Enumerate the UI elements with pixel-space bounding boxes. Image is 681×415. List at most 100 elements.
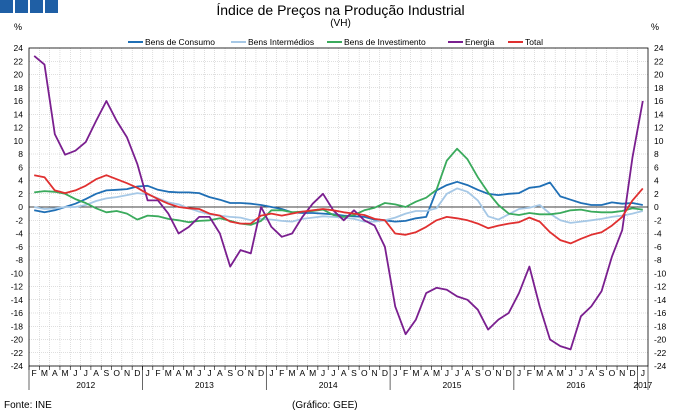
brand-block: [30, 0, 43, 13]
y-tick-label-left: -4: [15, 229, 23, 239]
y-tick-label-right: 10: [654, 136, 664, 146]
x-tick-label: A: [423, 368, 429, 378]
series-line-total: [34, 174, 644, 245]
y-tick-label-left: 0: [18, 202, 23, 212]
legend-label: Total: [525, 37, 543, 47]
x-tick-label: J: [331, 368, 335, 378]
x-tick-label: N: [495, 368, 501, 378]
y-tick-label-right: -2: [654, 215, 662, 225]
legend-label: Bens Intermédios: [248, 37, 314, 47]
y-tick-label-left: 12: [14, 123, 24, 133]
x-tick-label: S: [351, 368, 357, 378]
y-tick-label-left: 2: [18, 189, 23, 199]
x-tick-label: F: [279, 368, 284, 378]
x-tick-label: D: [382, 368, 388, 378]
y-tick-label-left: 24: [14, 43, 24, 53]
y-tick-label-left: -22: [11, 348, 24, 358]
x-tick-label: M: [41, 368, 48, 378]
y-tick-label-left: -2: [15, 215, 23, 225]
chart-credit: (Gráfico: GEE): [292, 400, 358, 411]
x-tick-label: M: [165, 368, 172, 378]
series-lines: [33, 55, 644, 351]
y-tick-label-left: -20: [11, 335, 24, 345]
chart-title: Índice de Preços na Produção Industrial: [216, 2, 465, 18]
year-label: 2017: [633, 380, 652, 390]
y-tick-label-right: 12: [654, 123, 664, 133]
y-tick-label-right: 20: [654, 70, 664, 80]
y-tick-label-right: -8: [654, 255, 662, 265]
y-tick-label-right: -10: [654, 268, 667, 278]
x-tick-label: M: [557, 368, 564, 378]
x-tick-label: S: [104, 368, 110, 378]
x-tick-label: A: [52, 368, 58, 378]
x-tick-label: A: [93, 368, 99, 378]
x-tick-label: D: [258, 368, 264, 378]
x-tick-label: M: [309, 368, 316, 378]
x-tick-label: J: [73, 368, 77, 378]
x-tick-label: F: [155, 368, 160, 378]
x-tick-label: N: [619, 368, 625, 378]
x-tick-label: J: [445, 368, 449, 378]
y-tick-label-right: -4: [654, 229, 662, 239]
x-tick-label: D: [134, 368, 140, 378]
x-tick-label: M: [289, 368, 296, 378]
x-tick-label: O: [485, 368, 492, 378]
year-label: 2016: [566, 380, 585, 390]
y-tick-label-right: -16: [654, 308, 667, 318]
x-tick-label: J: [321, 368, 325, 378]
y-tick-label-left: 4: [18, 176, 23, 186]
x-tick-label: N: [248, 368, 254, 378]
y-tick-label-right: -22: [654, 348, 667, 358]
brand-block: [15, 0, 28, 13]
y-tick-label-left: 18: [14, 83, 24, 93]
y-tick-label-left: -16: [11, 308, 24, 318]
year-label: 2012: [76, 380, 95, 390]
y-tick-label-left: -6: [15, 242, 23, 252]
x-tick-label: J: [197, 368, 201, 378]
y-tick-label-right: -20: [654, 335, 667, 345]
year-label: 2013: [195, 380, 214, 390]
y-tick-label-left: 6: [18, 162, 23, 172]
y-tick-label-left: 16: [14, 96, 24, 106]
y-tick-label-right: 6: [654, 162, 659, 172]
x-tick-label: O: [609, 368, 616, 378]
chart-subtitle: (VH): [330, 18, 351, 29]
x-tick-label: A: [465, 368, 471, 378]
y-tick-label-right: 24: [654, 43, 664, 53]
series-line-energia: [33, 55, 644, 351]
x-tick-label: A: [217, 368, 223, 378]
y-tick-label-left: -24: [11, 361, 24, 371]
gridlines: [29, 47, 648, 367]
x-tick-label: J: [641, 368, 645, 378]
y-tick-label-right: 16: [654, 96, 664, 106]
x-tick-label: J: [207, 368, 211, 378]
x-tick-label: J: [146, 368, 150, 378]
legend-label: Bens de Consumo: [145, 37, 215, 47]
y-tick-label-right: 0: [654, 202, 659, 212]
x-tick-label: J: [393, 368, 397, 378]
y-tick-label-right: 8: [654, 149, 659, 159]
x-tick-label: F: [403, 368, 408, 378]
y-unit-left: %: [14, 22, 23, 32]
legend: Bens de Consumo Bens Intermédios Bens de I…: [128, 37, 543, 47]
y-tick-label-right: -24: [654, 361, 667, 371]
legend-label: Energia: [465, 37, 495, 47]
y-tick-label-left: 20: [14, 70, 24, 80]
x-tick-label: O: [113, 368, 120, 378]
x-tick-label: M: [185, 368, 192, 378]
x-tick-label: O: [237, 368, 244, 378]
x-tick-label: D: [506, 368, 512, 378]
y-tick-label-left: -12: [11, 282, 24, 292]
x-tick-label: S: [599, 368, 605, 378]
x-tick-label: J: [455, 368, 459, 378]
x-tick-label: S: [475, 368, 481, 378]
x-tick-label: J: [84, 368, 88, 378]
y-tick-label-left: -8: [15, 255, 23, 265]
x-tick-label: J: [569, 368, 573, 378]
x-tick-label: M: [62, 368, 69, 378]
x-tick-label: J: [517, 368, 521, 378]
x-tick-label: M: [412, 368, 419, 378]
x-tick-label: N: [124, 368, 130, 378]
